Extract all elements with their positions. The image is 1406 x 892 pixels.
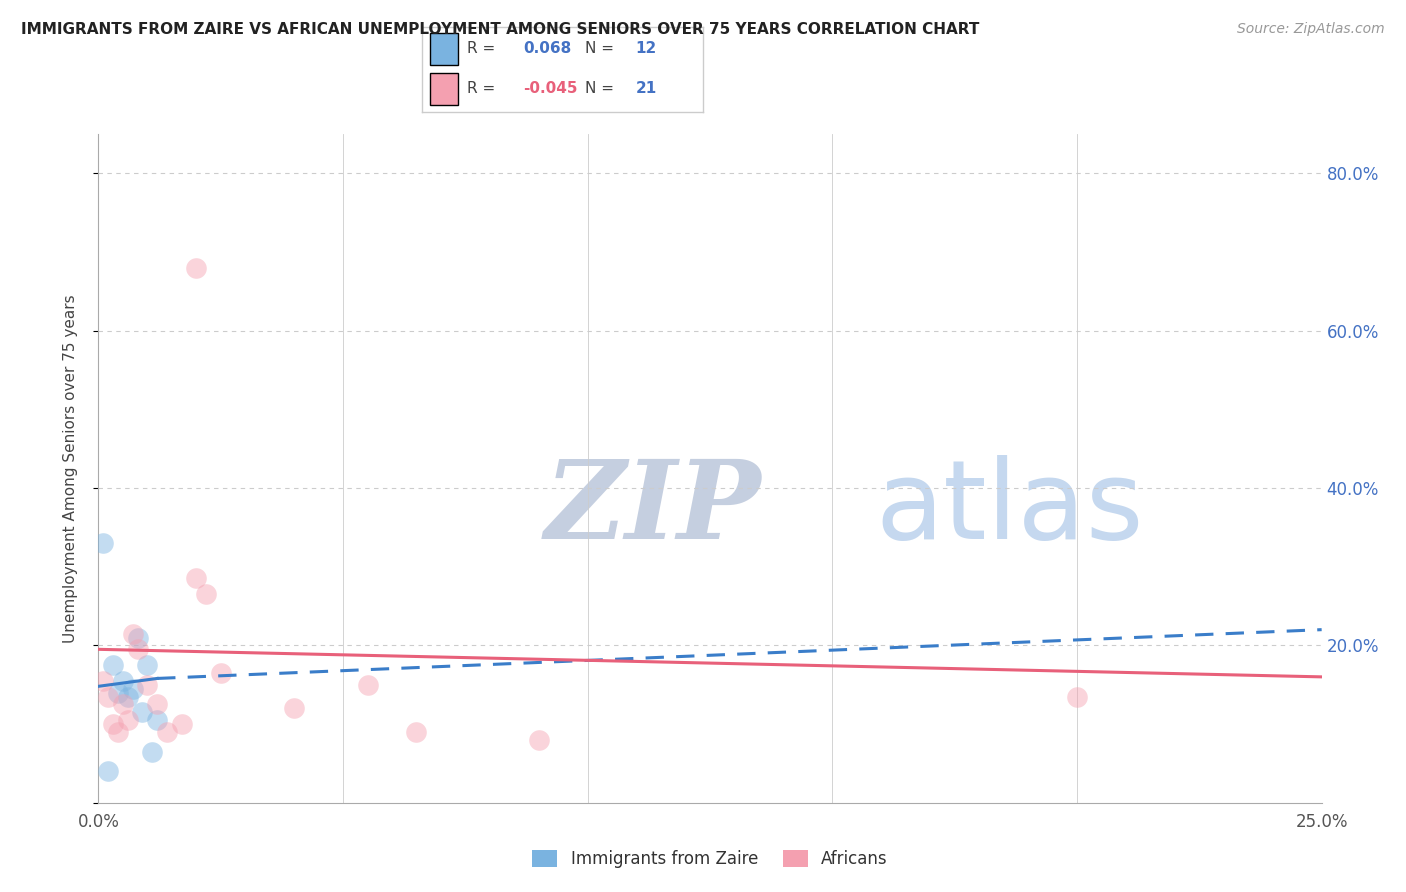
Text: -0.045: -0.045 bbox=[523, 81, 578, 96]
Point bbox=[107, 725, 129, 739]
Point bbox=[127, 631, 149, 645]
Text: 0.068: 0.068 bbox=[523, 41, 571, 56]
Point bbox=[101, 658, 124, 673]
Text: N =: N = bbox=[585, 41, 619, 56]
Text: Source: ZipAtlas.com: Source: ZipAtlas.com bbox=[1237, 22, 1385, 37]
Point bbox=[356, 678, 378, 692]
Point bbox=[117, 713, 139, 727]
Point bbox=[186, 260, 208, 275]
Text: ZIP: ZIP bbox=[546, 455, 762, 562]
Text: R =: R = bbox=[467, 41, 501, 56]
Point bbox=[97, 764, 120, 779]
Text: 21: 21 bbox=[636, 81, 657, 96]
Point bbox=[141, 745, 163, 759]
Point bbox=[146, 698, 169, 712]
Point bbox=[170, 717, 193, 731]
Point bbox=[117, 690, 139, 704]
Point bbox=[136, 678, 159, 692]
Point bbox=[91, 673, 114, 688]
Point bbox=[136, 658, 159, 673]
FancyBboxPatch shape bbox=[430, 33, 458, 65]
Point bbox=[405, 725, 427, 739]
Point bbox=[111, 673, 134, 688]
Point bbox=[127, 642, 149, 657]
Point bbox=[91, 536, 114, 550]
Legend: Immigrants from Zaire, Africans: Immigrants from Zaire, Africans bbox=[526, 843, 894, 875]
Point bbox=[121, 626, 143, 640]
FancyBboxPatch shape bbox=[430, 72, 458, 104]
Point bbox=[195, 587, 218, 601]
Y-axis label: Unemployment Among Seniors over 75 years: Unemployment Among Seniors over 75 years bbox=[63, 294, 77, 642]
Text: atlas: atlas bbox=[875, 455, 1143, 562]
Point bbox=[1066, 690, 1088, 704]
Text: N =: N = bbox=[585, 81, 619, 96]
Point bbox=[97, 690, 120, 704]
Point bbox=[146, 713, 169, 727]
Point bbox=[186, 572, 208, 586]
Text: IMMIGRANTS FROM ZAIRE VS AFRICAN UNEMPLOYMENT AMONG SENIORS OVER 75 YEARS CORREL: IMMIGRANTS FROM ZAIRE VS AFRICAN UNEMPLO… bbox=[21, 22, 980, 37]
Text: 12: 12 bbox=[636, 41, 657, 56]
Point bbox=[156, 725, 179, 739]
Point bbox=[121, 681, 143, 696]
Point bbox=[131, 706, 153, 720]
Point bbox=[209, 665, 232, 680]
Point bbox=[101, 717, 124, 731]
Point bbox=[527, 732, 550, 747]
Point bbox=[283, 701, 305, 715]
Point bbox=[107, 685, 129, 699]
Point bbox=[111, 698, 134, 712]
Text: R =: R = bbox=[467, 81, 501, 96]
